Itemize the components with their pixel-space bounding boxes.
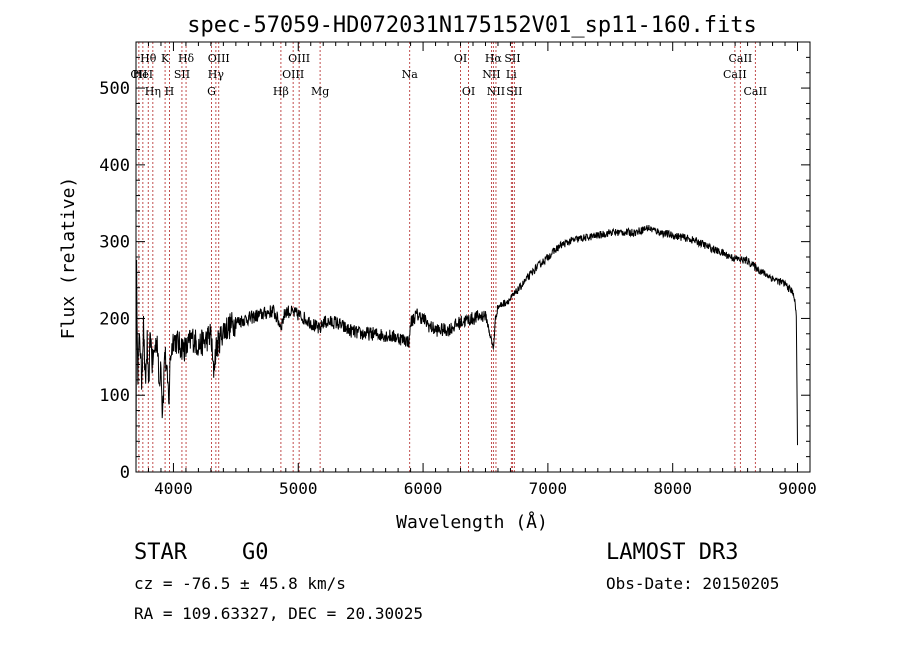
- x-tick-label: 4000: [154, 479, 193, 498]
- marker-label-0: CII: [130, 68, 147, 81]
- marker-label-25: CaII: [729, 52, 753, 65]
- marker-label-11: Hβ: [273, 85, 289, 98]
- marker-label-23: SII: [506, 85, 522, 98]
- object-class: STAR: [134, 540, 187, 565]
- marker-label-20: NII: [487, 85, 505, 98]
- survey-name: LAMOST DR3: [606, 540, 739, 565]
- marker-label-2: Hθ: [140, 52, 157, 65]
- y-tick-label: 400: [99, 156, 130, 176]
- marker-label-15: Na: [402, 68, 419, 81]
- chart-title: spec-57059-HD072031N175152V01_sp11-160.f…: [187, 13, 757, 38]
- x-tick-label: 6000: [404, 479, 443, 498]
- marker-label-19: Hα: [485, 52, 503, 65]
- x-axis-ticks: 4000 5000 6000 7000 8000 9000: [135, 42, 817, 498]
- marker-label-9: Hγ: [208, 68, 225, 81]
- marker-label-5: H: [165, 85, 175, 98]
- marker-label-1: HeI: [133, 68, 153, 81]
- x-axis-label: Wavelength (Å): [396, 511, 548, 533]
- x-tick-label: 5000: [279, 479, 318, 498]
- x-tick-label: 9000: [778, 479, 817, 498]
- marker-label-26: CaII: [743, 85, 767, 98]
- y-axis-label: Flux (relative): [58, 177, 79, 340]
- redshift-value: cz = -76.5 ± 45.8 km/s: [134, 574, 346, 593]
- marker-label-14: Mg: [311, 85, 329, 98]
- x-tick-label: 7000: [529, 479, 568, 498]
- y-tick-label: 100: [99, 386, 130, 406]
- emission-line-markers: [138, 42, 756, 472]
- marker-label-22: SII: [504, 52, 520, 65]
- y-axis-ticks: 0 100 200 300 400 500: [99, 41, 810, 483]
- marker-label-21: Li: [506, 68, 517, 81]
- marker-label-7: Hδ: [178, 52, 195, 65]
- marker-label-17: OI: [462, 85, 475, 98]
- spectrum-line: [135, 225, 798, 472]
- marker-label-3: Hη: [145, 85, 161, 98]
- y-tick-label: 300: [99, 233, 130, 253]
- y-tick-label: 500: [99, 79, 130, 99]
- x-tick-label: 8000: [653, 479, 692, 498]
- object-subclass: G0: [242, 540, 269, 565]
- observation-date: Obs-Date: 20150205: [606, 574, 780, 593]
- marker-label-4: K: [161, 52, 170, 65]
- marker-label-13: OIII: [288, 52, 310, 65]
- marker-label-18: NII: [482, 68, 500, 81]
- marker-label-6: SII: [174, 68, 190, 81]
- marker-label-24: CaII: [723, 68, 747, 81]
- y-tick-label: 0: [120, 463, 130, 483]
- marker-label-16: OI: [454, 52, 467, 65]
- coordinates: RA = 109.63327, DEC = 20.30025: [134, 604, 423, 623]
- plot-frame: [135, 41, 811, 473]
- marker-label-12: OIII: [282, 68, 304, 81]
- marker-label-8: G: [207, 85, 216, 98]
- marker-label-10: OIII: [208, 52, 230, 65]
- y-tick-label: 200: [99, 309, 130, 329]
